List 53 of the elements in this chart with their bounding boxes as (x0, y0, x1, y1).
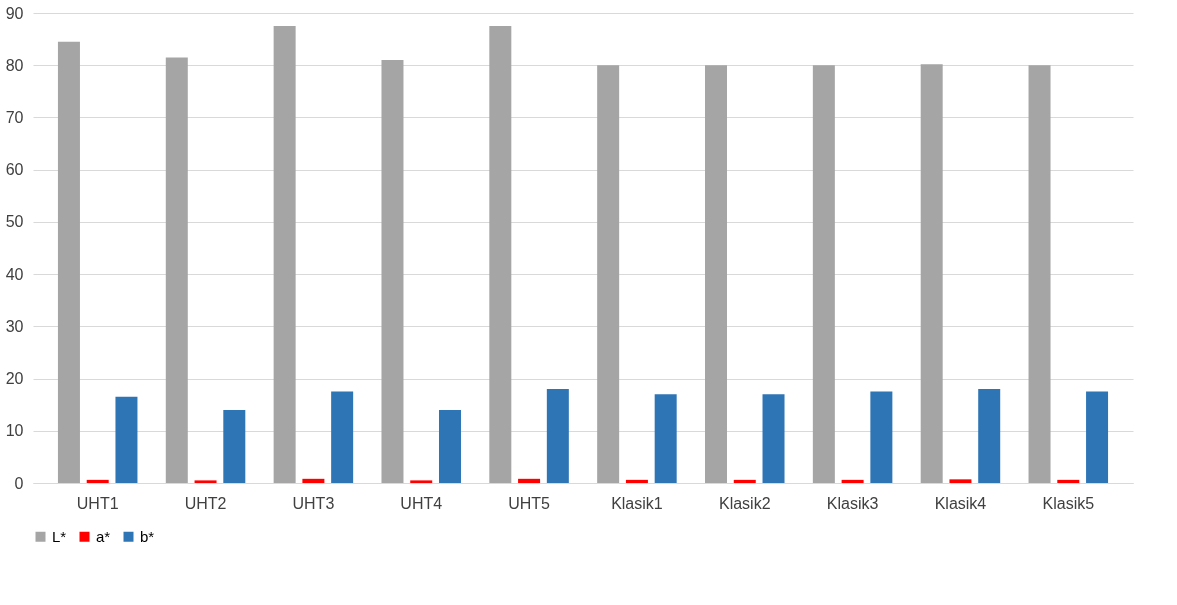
legend-label: b* (140, 527, 155, 545)
y-tick-label: 30 (5, 317, 24, 335)
bar (273, 26, 296, 483)
bar (762, 394, 785, 483)
legend-label: L* (52, 527, 67, 545)
x-tick-label: UHT3 (292, 494, 335, 512)
bar (654, 394, 677, 483)
bar (597, 65, 620, 483)
x-tick-label: UHT2 (184, 494, 227, 512)
bar (812, 65, 835, 483)
bar (57, 41, 80, 483)
bar (302, 478, 325, 483)
y-tick-label: 40 (5, 265, 24, 283)
bar (381, 60, 404, 483)
bar (331, 391, 354, 483)
bar (920, 64, 943, 483)
bar (949, 479, 972, 483)
bar (1028, 65, 1051, 483)
bar (841, 479, 864, 483)
bar (518, 478, 541, 483)
x-tick-label: Klasik5 (1042, 494, 1095, 512)
y-tick-label: 10 (5, 422, 24, 440)
bar (223, 409, 246, 483)
x-tick-label: Klasik2 (718, 494, 771, 512)
bar (546, 389, 569, 483)
bar (410, 480, 433, 483)
bar (115, 396, 138, 483)
x-tick-label: Klasik1 (611, 494, 663, 512)
bar (733, 479, 756, 483)
y-tick-label: 50 (5, 213, 24, 231)
y-tick-label: 70 (5, 108, 24, 126)
y-tick-label: 0 (14, 474, 24, 492)
bar (705, 65, 728, 483)
y-tick-label: 90 (5, 4, 24, 22)
bar (1086, 391, 1109, 483)
bar (438, 409, 461, 483)
bar (978, 389, 1001, 483)
bar (165, 57, 188, 483)
bar (1057, 479, 1080, 483)
bar (194, 480, 217, 483)
x-tick-label: UHT5 (508, 494, 551, 512)
bar (625, 479, 648, 483)
bar (489, 26, 512, 483)
bar (86, 479, 109, 483)
y-tick-label: 60 (5, 161, 24, 179)
y-tick-label: 20 (5, 370, 24, 388)
x-tick-label: Klasik3 (826, 494, 879, 512)
legend-label: a* (96, 527, 111, 545)
x-tick-label: Klasik4 (934, 494, 987, 512)
bar (870, 391, 893, 483)
x-tick-label: UHT4 (400, 494, 443, 512)
y-tick-label: 80 (5, 56, 24, 74)
x-tick-label: UHT1 (76, 494, 119, 512)
